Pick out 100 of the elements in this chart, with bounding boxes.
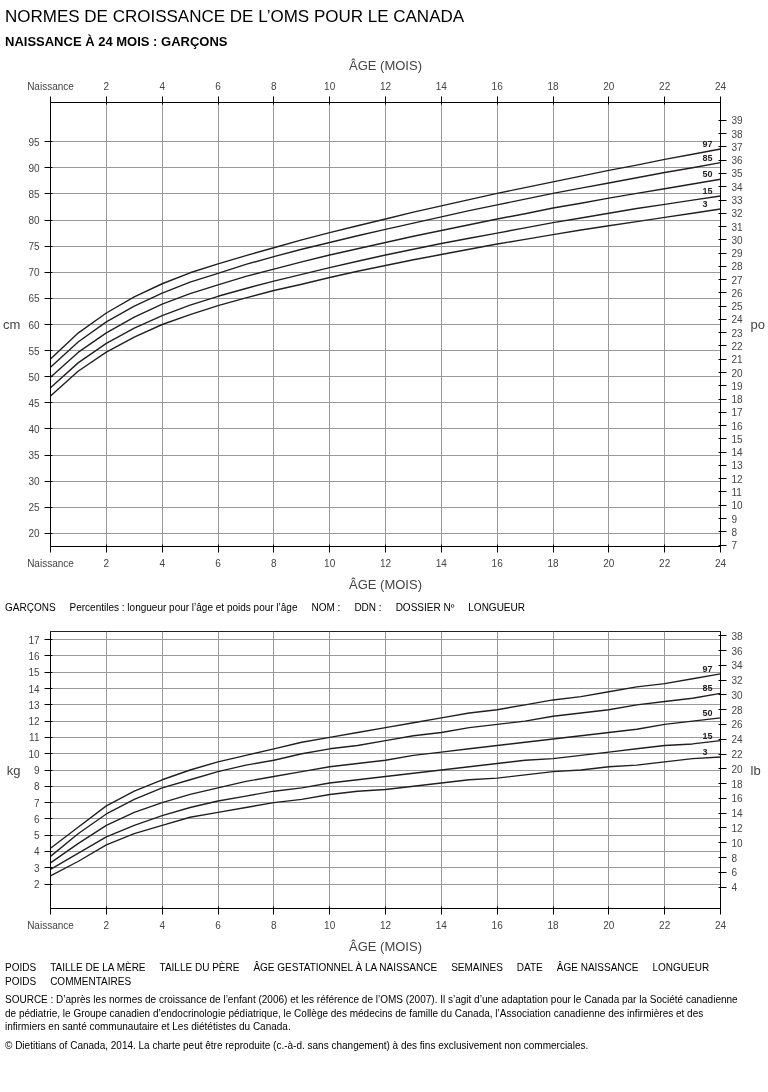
y-tick-label: 6 [33,813,40,825]
x-tick-label: 18 [547,919,559,931]
text: DATE [516,961,543,975]
series-label: 15 [702,186,713,196]
x2-tick-label: 20 [603,557,615,569]
y2-tick-label: 28 [731,261,744,273]
y-tick-label: 40 [28,423,40,435]
y-tick-label: 85 [28,188,40,200]
y2-tick-label: 38 [731,128,744,140]
x2-tick-label: 6 [215,557,222,569]
x2-axis-title: ÂGE (MOIS) [349,57,422,73]
y2-tick-label: 28 [731,704,744,716]
x-tick-label: 14 [435,80,448,92]
x2-tick-label: 8 [271,557,278,569]
x-tick-label: 24 [714,80,727,92]
y-tick-label: 95 [28,136,40,148]
y2-tick-label: 25 [731,301,744,313]
x-tick-label: 10 [324,80,336,92]
y2-tick-label: 4 [731,882,738,894]
x-tick-label: 24 [714,919,727,931]
y2-tick-label: 33 [731,195,744,207]
y2-tick-label: 11 [731,486,743,498]
y-tick-label: 13 [28,699,40,711]
y-tick-label: 14 [28,683,40,695]
text: LONGUEUR [468,601,525,615]
text: POIDS [5,961,37,975]
text: © Dietitians of Canada, 2014. La charte peut être reproduite (c.-à-d. sans changement) à des fins exclusivement non commerciales. [5,1038,590,1052]
y-axis-title: cm [3,317,21,332]
x2-tick-label: 18 [547,557,559,569]
x-tick-label: 20 [603,80,615,92]
y-tick-label: 12 [28,716,40,728]
y-tick-label: 20 [28,528,40,540]
text: ÂGE GESTATIONNEL À LA NAISSANCE [253,961,438,975]
y2-tick-label: 36 [731,155,744,167]
y-tick-label: 75 [28,241,40,253]
text: LONGUEUR [652,961,710,975]
text: SEMAINES [451,961,503,975]
y2-tick-label: 26 [731,287,744,299]
y2-tick-label: 24 [731,314,744,326]
y-axis-title: kg [6,762,21,778]
y-tick-label: 8 [33,781,40,793]
text: TAILLE DU PÈRE [159,961,240,975]
y2-tick-label: 10 [731,837,744,849]
y2-tick-label: 7 [731,540,738,552]
x-tick-label: 4 [159,80,166,92]
y-tick-label: 55 [28,345,40,357]
source-note: SOURCE : D’après les normes de croissance de l’enfant (2006) et les référence de l’OMS (2007). Il s’agit d’une adaptation pour le Canada par la Société canadienne de pédiatrie, le Groupe canadien d’endocrinologie pédiatrique, le Collège des médecins de famille du Canada, l’Association canadienne des infirmières et des infirmiers en santé communautaire et Les diététistes du Canada. [5,993,739,1034]
y2-tick-label: 34 [731,660,744,672]
x-tick-label: 2 [103,919,110,931]
y2-tick-label: 23 [731,327,744,339]
y2-tick-label: 29 [731,248,744,260]
x-tick-label: 16 [491,919,504,931]
y-tick-label: 80 [28,215,40,227]
y2-tick-label: 17 [731,407,744,419]
x-tick-label: 16 [491,80,504,92]
x-tick-label: 20 [603,919,615,931]
y-tick-label: 30 [28,476,40,488]
series-label: 15 [702,730,713,741]
x2-tick-label: 12 [379,557,392,569]
line-series [50,756,721,877]
series-label: 50 [702,707,713,718]
text: TAILLE DE LA MÈRE [50,961,146,975]
x2-tick-label: 22 [659,557,671,569]
y2-tick-label: 18 [731,394,744,406]
y-tick-label: 4 [33,846,40,858]
y2-tick-label: 36 [731,645,744,657]
y2-tick-label: 6 [731,867,738,879]
x-tick-label: 18 [547,80,559,92]
line-series [50,673,721,849]
y2-tick-label: 13 [731,460,744,472]
x-tick-label: 12 [379,919,392,931]
x-tick-label: 8 [271,919,278,931]
y-tick-label: 9 [33,765,40,776]
line-series [50,692,721,858]
y2-tick-label: 18 [731,778,744,790]
x-tick-label: 6 [215,80,222,92]
y-tick-label: 60 [28,319,40,331]
y-tick-label: 50 [28,371,40,383]
x-tick-label: 8 [271,80,278,92]
y2-tick-label: 35 [731,168,744,180]
y-tick-label: 90 [28,162,40,174]
y-tick-label: 65 [28,293,40,305]
y2-tick-label: 8 [731,852,738,864]
y2-tick-label: 20 [731,367,744,379]
x-tick-label: 12 [379,80,392,92]
line-series [50,717,721,864]
text: NOM : [311,601,341,615]
text: Percentiles : longueur pour l’âge et poids pour l’âge [69,601,298,615]
series-label: 97 [702,138,713,149]
x-tick-label: 22 [659,919,671,931]
x-tick-label: 4 [159,919,166,931]
y-tick-label: 10 [28,748,40,760]
y2-tick-label: 32 [731,675,744,687]
y2-tick-label: 16 [731,793,744,805]
x2-tick-label: Naissance [27,557,75,569]
x-tick-label: 6 [215,919,222,931]
y2-tick-label: 21 [731,354,744,366]
chart-subtitle: NAISSANCE À 24 MOIS : GARÇONS [5,33,229,52]
y-tick-label: 25 [28,502,40,514]
y2-tick-label: 16 [731,420,744,432]
